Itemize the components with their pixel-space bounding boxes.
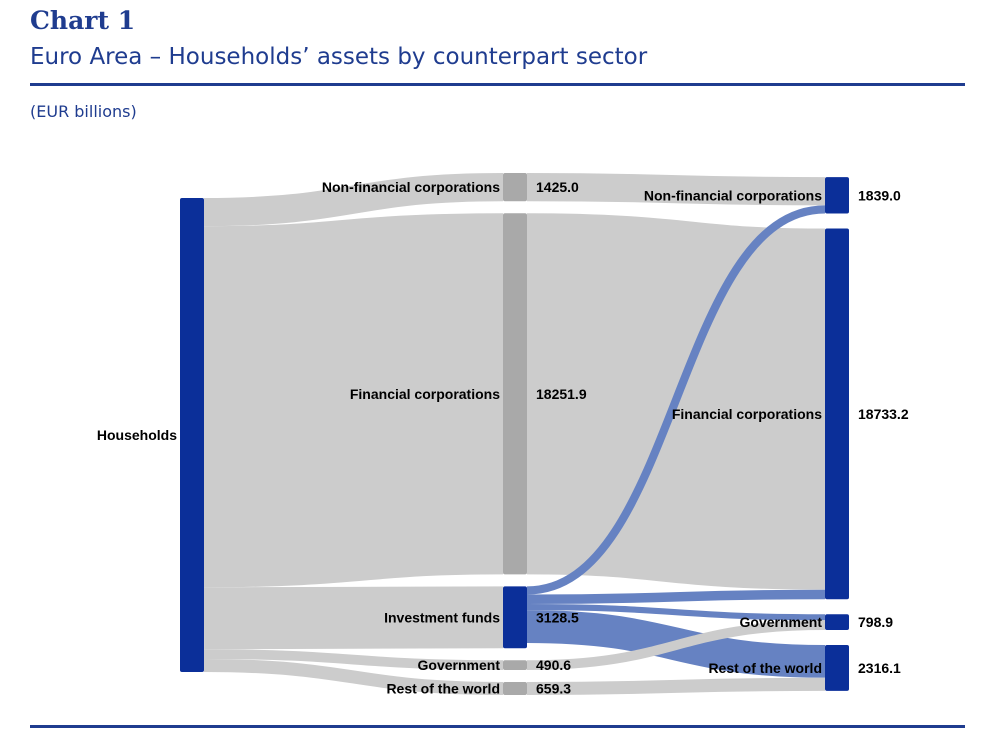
node-label-nfc1: Non-financial corporations xyxy=(322,179,500,195)
chart-title: Euro Area – Households’ assets by counte… xyxy=(30,44,648,70)
node-label-row2: Rest of the world xyxy=(708,660,822,676)
node-gov2 xyxy=(825,614,849,631)
node-value-row1: 659.3 xyxy=(536,680,571,696)
bottom-rule xyxy=(30,725,965,728)
flow-hh-to-if1 xyxy=(203,586,504,650)
node-row2 xyxy=(825,645,849,691)
node-label-gov2: Government xyxy=(740,614,823,630)
sankey-nodes xyxy=(180,173,849,695)
flow-hh-to-fc1 xyxy=(203,213,504,588)
node-value-nfc1: 1425.0 xyxy=(536,179,579,195)
sankey-links xyxy=(203,172,826,695)
node-value-row2: 2316.1 xyxy=(858,660,901,676)
node-fc1 xyxy=(503,213,527,575)
flow-if1-to-gov2 xyxy=(526,604,826,621)
flow-gov1-to-gov2 xyxy=(526,620,826,670)
node-fc2 xyxy=(825,228,849,600)
node-label-gov1: Government xyxy=(418,657,501,673)
node-label-hh: Households xyxy=(97,427,177,443)
flow-hh-to-row1 xyxy=(203,658,504,695)
flow-if1-to-fc2 xyxy=(526,589,826,605)
node-if1 xyxy=(503,586,527,649)
sankey-labels: Households Non-financial corporations 1425… xyxy=(97,179,909,696)
flow-if1-to-nfc2 xyxy=(526,205,826,595)
node-value-fc2: 18733.2 xyxy=(858,406,909,422)
flow-hh-to-gov1 xyxy=(203,649,504,670)
node-nfc2 xyxy=(825,177,849,214)
top-rule xyxy=(30,83,965,86)
node-gov1 xyxy=(503,660,527,670)
node-row1 xyxy=(503,681,527,695)
flow-row1-to-row2 xyxy=(526,677,826,695)
node-hh xyxy=(180,198,204,672)
node-label-row1: Rest of the world xyxy=(386,680,500,696)
node-label-if1: Investment funds xyxy=(384,609,500,625)
flow-nfc1-to-nfc2 xyxy=(526,172,826,206)
node-value-nfc2: 1839.0 xyxy=(858,187,901,203)
node-label-fc2: Financial corporations xyxy=(672,406,822,422)
node-value-gov2: 798.9 xyxy=(858,614,893,630)
chart-number: Chart 1 xyxy=(30,6,136,35)
node-value-gov1: 490.6 xyxy=(536,657,571,673)
units-label: (EUR billions) xyxy=(30,102,137,121)
node-nfc1 xyxy=(503,173,527,202)
node-value-fc1: 18251.9 xyxy=(536,386,587,402)
node-label-nfc2: Non-financial corporations xyxy=(644,187,822,203)
flow-hh-to-nfc1 xyxy=(203,172,504,227)
node-value-if1: 3128.5 xyxy=(536,609,579,625)
node-label-fc1: Financial corporations xyxy=(350,386,500,402)
